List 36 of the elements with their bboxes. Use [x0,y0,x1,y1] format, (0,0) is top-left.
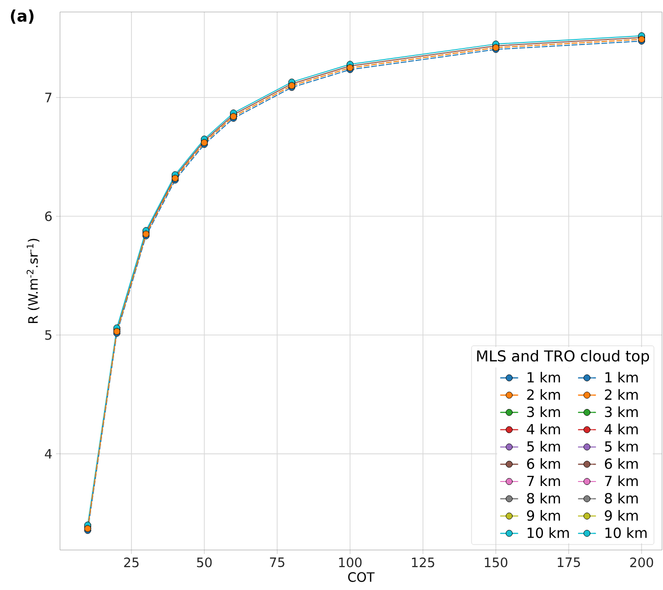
legend-label: 10 km [605,527,647,538]
legend-label: 7 km [605,475,638,486]
legend-label: 6 km [527,458,560,469]
legend-label: 3 km [605,406,638,418]
y-tick-label: 6 [45,211,52,222]
legend-label: 2 km [527,389,560,400]
legend-label: 5 km [527,440,560,452]
legend-label: 1 km [605,372,638,382]
legend-label: 4 km [604,424,638,434]
legend-label: 7 km [527,475,560,486]
legend-title: MLS and TRO cloud top [477,350,649,364]
legend-label: 1 km [528,372,560,382]
legend-label: 5 km [605,440,638,452]
legend-label: 8 km [527,492,560,504]
text: (a) [10,10,34,24]
x-tick-label: 50 [197,558,212,568]
x-tick-label: 175 [558,558,580,568]
legend-label: 3 km [527,406,560,418]
legend-label: 4 km [526,424,560,434]
legend-label: 6 km [604,458,638,469]
x-tick-label: 200 [630,558,654,568]
x-tick-label: 100 [339,558,362,568]
x-tick-label: 150 [484,558,508,568]
legend-label: 8 km [604,492,638,504]
x-tick-label: 125 [412,558,434,568]
y-tick-label: 4 [44,449,52,459]
y-axis-title: R (W.m$^{-2}$.sr$^{-1}$) [26,238,40,323]
x-tick-label: 75 [270,558,284,568]
x-tick-label: 25 [124,558,139,568]
y-tick-label: 7 [45,92,52,102]
x-axis-title: COT [348,572,375,582]
y-tick-label: 5 [45,330,52,340]
legend-label: 9 km [604,510,638,521]
legend-label: 10 km [528,527,569,538]
legend-label: 2 km [604,389,638,400]
legend-label: 9 km [527,510,560,521]
